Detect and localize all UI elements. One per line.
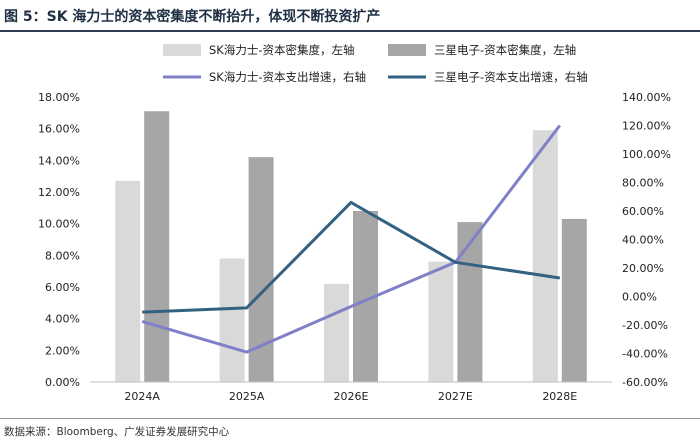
bar	[457, 222, 483, 382]
left-axis-ticks: 0.00% 2.00% 4.00% 6.00% 8.00% 10.00% 12.00% 14.…	[38, 91, 80, 389]
right-tick-label: -20.00%	[622, 319, 668, 332]
left-tick-label: 10.00%	[38, 218, 80, 231]
right-tick-label: -60.00%	[622, 376, 668, 389]
legend-label: 三星电子-资本支出增速，右轴	[434, 70, 588, 84]
right-tick-label: 60.00%	[622, 205, 664, 218]
legend: SK海力士-资本密集度，左轴 三星电子-资本密集度，左轴 SK海力士-资本支出增速，…	[163, 43, 588, 84]
right-tick-label: 100.00%	[622, 148, 671, 161]
legend-label: SK海力士-资本密集度，左轴	[209, 43, 355, 57]
bottom-rule	[0, 418, 700, 419]
bar	[532, 130, 558, 382]
bar	[561, 218, 587, 382]
x-tick-label: 2027E	[438, 390, 473, 403]
right-tick-label: 80.00%	[622, 177, 664, 190]
bar	[144, 111, 170, 382]
bar	[324, 283, 349, 382]
left-tick-label: 4.00%	[45, 313, 80, 326]
figure-title: 图 5：SK 海力士的资本密集度不断抬升，体现不断投资扩产	[4, 9, 381, 25]
title-rule	[0, 30, 700, 32]
left-tick-label: 12.00%	[38, 186, 80, 199]
bar	[428, 261, 454, 382]
left-tick-label: 14.00%	[38, 154, 80, 167]
bars	[115, 111, 587, 382]
x-tick-label: 2025A	[229, 390, 265, 403]
lines	[141, 124, 561, 354]
x-tick-label: 2026E	[334, 390, 369, 403]
left-tick-label: 2.00%	[45, 344, 80, 357]
x-tick-label: 2024A	[124, 390, 160, 403]
right-tick-label: 40.00%	[622, 234, 664, 247]
left-tick-label: 0.00%	[45, 376, 80, 389]
right-tick-label: 0.00%	[622, 291, 657, 304]
right-tick-label: 120.00%	[622, 120, 671, 133]
right-tick-label: 140.00%	[622, 91, 671, 104]
right-tick-label: -40.00%	[622, 348, 668, 361]
x-tick-label: 2028E	[542, 390, 577, 403]
series-line	[142, 200, 561, 314]
x-axis-ticks: 2024A 2025A 2026E 2027E 2028E	[124, 390, 577, 403]
series-line	[141, 124, 561, 354]
left-tick-label: 8.00%	[45, 249, 80, 262]
left-tick-label: 6.00%	[45, 281, 80, 294]
legend-swatch	[163, 44, 201, 56]
right-axis-ticks: -60.00% -40.00% -20.00% 0.00% 20.00% 40.00% 60…	[622, 91, 671, 389]
legend-label: SK海力士-资本支出增速，右轴	[209, 70, 366, 84]
right-tick-label: 20.00%	[622, 262, 664, 275]
legend-swatch	[388, 44, 426, 56]
left-tick-label: 16.00%	[38, 123, 80, 136]
left-tick-label: 18.00%	[38, 91, 80, 104]
legend-label: 三星电子-资本密集度，左轴	[434, 43, 576, 57]
bar	[219, 258, 245, 382]
source-note: 数据来源：Bloomberg、广发证券发展研究中心	[4, 426, 230, 438]
bar	[115, 180, 141, 382]
